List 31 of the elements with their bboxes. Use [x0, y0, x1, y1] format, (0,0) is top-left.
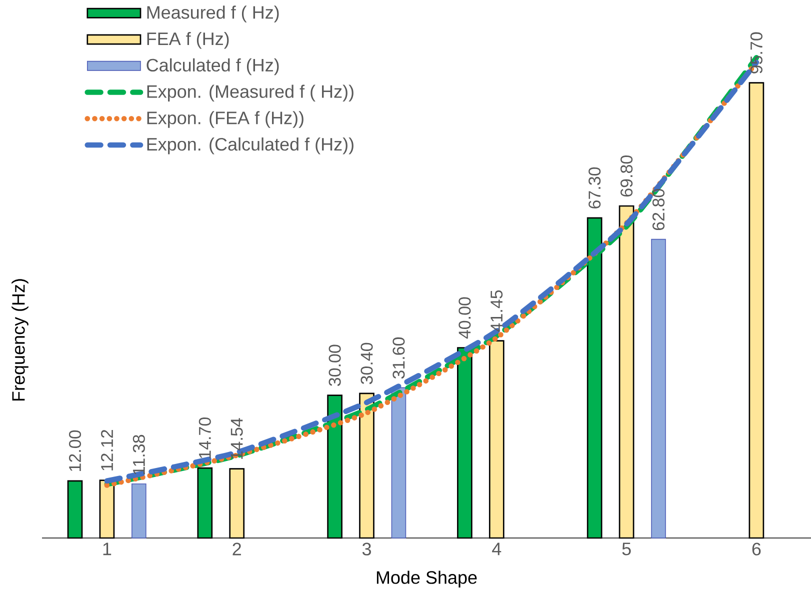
data-label: 12.12 — [101, 430, 113, 470]
x-tick-label: 6 — [752, 542, 761, 556]
legend-label: Expon. (Measured f ( Hz)) — [147, 84, 354, 102]
x-tick-label: 1 — [103, 542, 112, 556]
x-tick-label: 5 — [622, 542, 631, 556]
legend-label: FEA f (Hz) — [147, 32, 229, 49]
data-label: 67.30 — [588, 167, 601, 208]
legend-label: Measured f ( Hz) — [147, 6, 279, 22]
data-label: 69.80 — [620, 155, 633, 196]
data-label: 30.00 — [328, 344, 341, 386]
data-label: 14.70 — [198, 418, 211, 458]
data-label: 41.45 — [490, 290, 503, 332]
data-label: 30.40 — [360, 342, 373, 384]
data-label: 14.54 — [230, 418, 243, 459]
legend-label: Calculated f (Hz) — [146, 58, 279, 76]
y-axis-title: Frequency (Hz) — [12, 279, 28, 401]
data-label: 40.00 — [458, 297, 471, 339]
legend-label: Expon. (Calculated f (Hz)) — [147, 137, 354, 154]
x-tick-label: 3 — [362, 542, 371, 556]
data-label: 31.60 — [392, 337, 405, 379]
data-label: 12.00 — [68, 430, 82, 471]
x-tick-label: 4 — [492, 542, 502, 556]
bar — [391, 387, 406, 538]
bar — [132, 483, 146, 538]
x-tick-label: 2 — [232, 542, 241, 556]
legend-label: Expon. (FEA f (Hz)) — [147, 111, 304, 128]
data-label: 62.80 — [652, 189, 665, 230]
bar — [651, 238, 666, 538]
x-axis-title: Mode Shape — [376, 570, 477, 588]
data-label: 11.38 — [132, 434, 145, 474]
data-label: 95.70 — [750, 32, 762, 74]
